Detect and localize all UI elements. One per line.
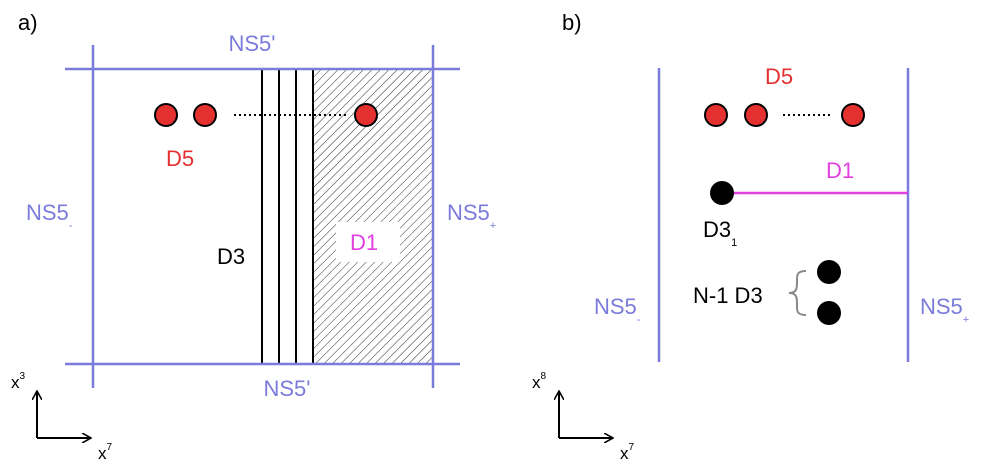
ns5-plus-label: NS5+ bbox=[447, 200, 496, 232]
axis-vertical-label: x3 bbox=[11, 371, 26, 392]
d3-stack-ball bbox=[817, 301, 841, 325]
d5-ball bbox=[744, 103, 768, 127]
d3-single-ball bbox=[710, 181, 734, 205]
axes-b: x8 x7 bbox=[532, 371, 635, 463]
brace-icon bbox=[788, 270, 807, 316]
d5-ball bbox=[354, 103, 378, 127]
d1-label: D1 bbox=[826, 158, 854, 183]
axis-horizontal-label: x7 bbox=[620, 442, 635, 463]
d5-label: D5 bbox=[765, 64, 793, 89]
axes-a: x3 x7 bbox=[11, 371, 113, 463]
d5-label: D5 bbox=[166, 146, 194, 171]
ns5-prime-bottom-label: NS5' bbox=[264, 376, 311, 401]
ns5-minus-label: NS5- bbox=[594, 294, 641, 326]
d5-ball bbox=[704, 103, 728, 127]
d5-ball bbox=[154, 103, 178, 127]
d1-label-background bbox=[336, 222, 400, 262]
d5-ball bbox=[841, 103, 865, 127]
panel-b-label: b) bbox=[562, 10, 582, 35]
panel-a: a) NS5' NS5' D5 D3 D1 bbox=[11, 10, 496, 463]
panel-a-label: a) bbox=[18, 10, 38, 35]
d3-stack-ball bbox=[817, 260, 841, 284]
d3-single-label: D31 bbox=[703, 217, 737, 249]
ns5-minus-label: NS5- bbox=[26, 200, 73, 232]
panel-b: b) D5 D1 D31 N-1 D3 NS5- NS5+ bbox=[532, 10, 969, 463]
axis-horizontal-label: x7 bbox=[98, 442, 113, 463]
ns5-plus-label: NS5+ bbox=[920, 294, 969, 326]
d3-stack-label: N-1 D3 bbox=[693, 283, 763, 308]
ns5-prime-top-label: NS5' bbox=[229, 31, 276, 56]
d5-ball bbox=[193, 103, 217, 127]
d1-label: D1 bbox=[350, 230, 378, 255]
d3-brane-lines bbox=[261, 70, 314, 364]
axis-vertical-label: x8 bbox=[532, 371, 547, 392]
d3-label: D3 bbox=[217, 244, 245, 269]
